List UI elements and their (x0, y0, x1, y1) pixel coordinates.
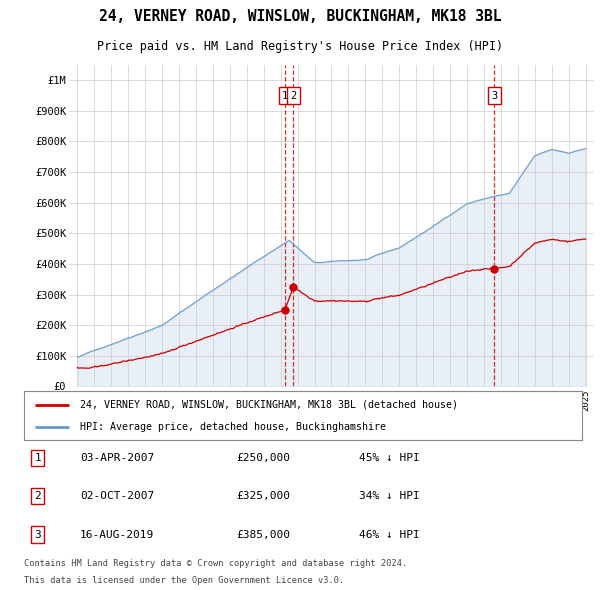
Text: 16-AUG-2019: 16-AUG-2019 (80, 530, 154, 539)
Text: This data is licensed under the Open Government Licence v3.0.: This data is licensed under the Open Gov… (24, 576, 344, 585)
Text: 02-OCT-2007: 02-OCT-2007 (80, 491, 154, 501)
FancyBboxPatch shape (24, 391, 582, 440)
Text: 45% ↓ HPI: 45% ↓ HPI (359, 453, 419, 463)
Text: 1: 1 (282, 90, 288, 100)
Text: 3: 3 (491, 90, 497, 100)
Text: 34% ↓ HPI: 34% ↓ HPI (359, 491, 419, 501)
Text: 2: 2 (290, 90, 296, 100)
Text: £385,000: £385,000 (236, 530, 290, 539)
Text: 1: 1 (35, 453, 41, 463)
Text: 3: 3 (35, 530, 41, 539)
Text: 2: 2 (35, 491, 41, 501)
Text: £250,000: £250,000 (236, 453, 290, 463)
Text: Contains HM Land Registry data © Crown copyright and database right 2024.: Contains HM Land Registry data © Crown c… (24, 559, 407, 569)
Text: 46% ↓ HPI: 46% ↓ HPI (359, 530, 419, 539)
Text: 24, VERNEY ROAD, WINSLOW, BUCKINGHAM, MK18 3BL (detached house): 24, VERNEY ROAD, WINSLOW, BUCKINGHAM, MK… (80, 399, 458, 409)
Text: Price paid vs. HM Land Registry's House Price Index (HPI): Price paid vs. HM Land Registry's House … (97, 40, 503, 53)
Text: £325,000: £325,000 (236, 491, 290, 501)
Text: HPI: Average price, detached house, Buckinghamshire: HPI: Average price, detached house, Buck… (80, 422, 386, 432)
Text: 24, VERNEY ROAD, WINSLOW, BUCKINGHAM, MK18 3BL: 24, VERNEY ROAD, WINSLOW, BUCKINGHAM, MK… (99, 9, 501, 24)
Text: 03-APR-2007: 03-APR-2007 (80, 453, 154, 463)
